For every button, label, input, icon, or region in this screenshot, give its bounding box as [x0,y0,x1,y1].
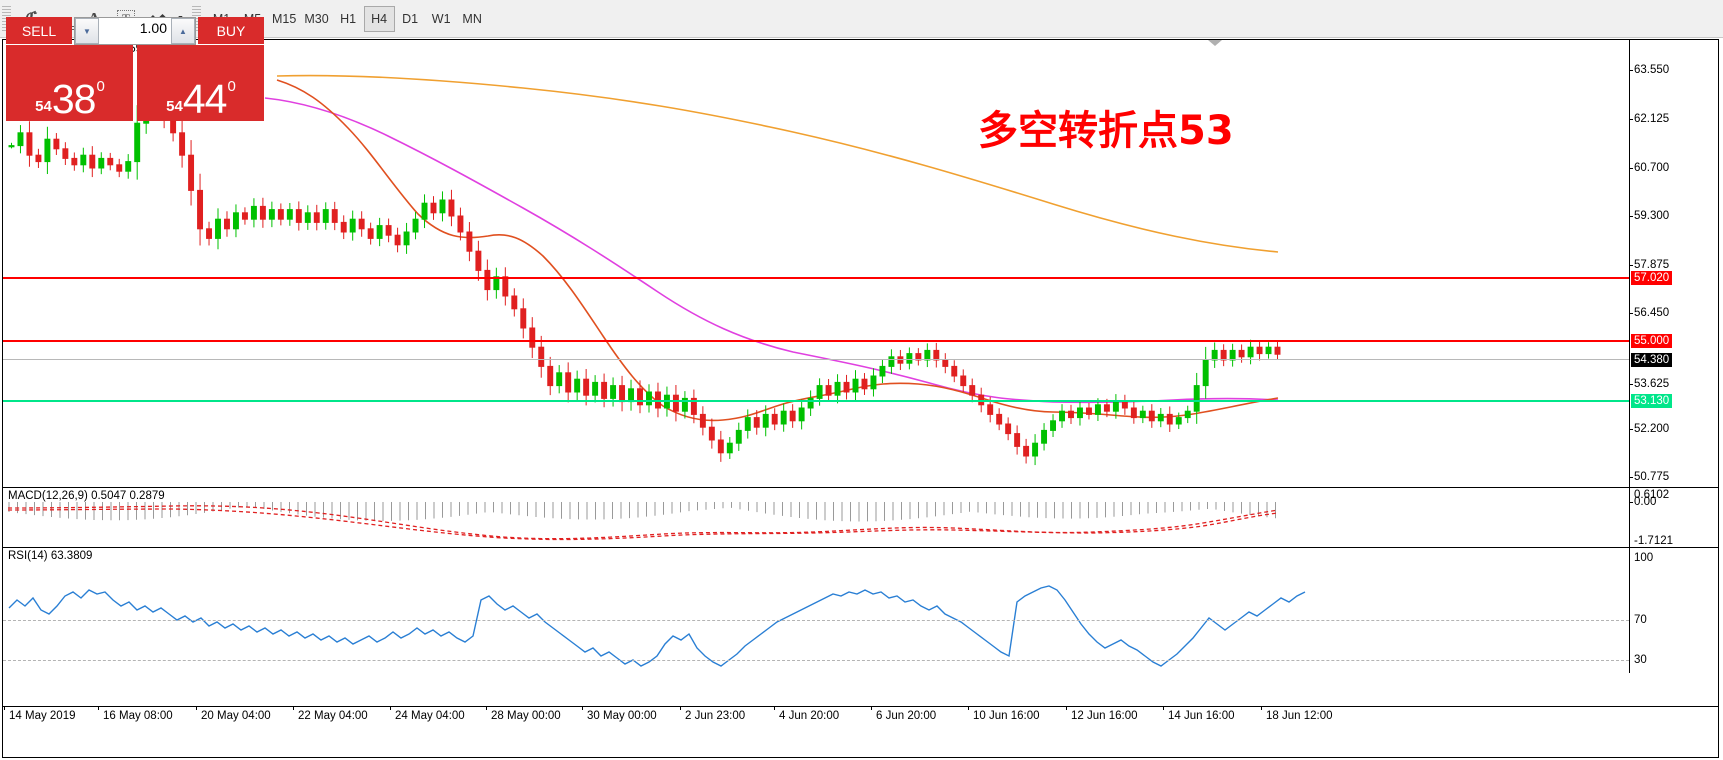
rsi-series-svg [8,585,1306,667]
main-toolbar: ℭE F A T ⬥◆ ▼ M1 M5 M15 M30 H1 H4 D1 W1 … [0,0,1723,38]
rsi-axis[interactable]: 100 70 30 [1629,548,1718,673]
resistance-line-55000[interactable] [3,340,1629,342]
price-tag-55000[interactable]: 55.000 [1631,334,1673,348]
rsi-plot[interactable] [3,548,1629,673]
timeframe-w1[interactable]: W1 [431,11,451,26]
price-tick-59300: 59.300 [1629,210,1670,222]
price-plot[interactable]: 多空转折点53 [3,40,1629,487]
price-tick-53625: 53.625 [1629,378,1670,390]
rsi-tick-70: 70 [1634,614,1647,626]
time-label-3: 22 May 04:00 [293,706,368,722]
buy-price-sup: 0 [227,78,236,95]
macd-series-svg [7,502,1279,541]
time-label-0: 14 May 2019 [4,706,76,722]
price-tag-current: 54.380 [1631,353,1673,367]
timeframe-d1[interactable]: D1 [402,11,419,26]
sell-price-sup: 0 [96,78,105,95]
time-label-7: 2 Jun 23:00 [679,706,746,722]
macd-tick-min: -1.7121 [1634,535,1674,547]
timeframe-m15[interactable]: M15 [272,11,297,26]
rsi-tick-100: 100 [1634,552,1654,564]
price-tick-62125: 62.125 [1629,113,1670,125]
chart-annotation-text[interactable]: 多空转折点53 [978,108,1234,154]
price-tick-56450: 56.450 [1629,307,1670,319]
price-tick-60700: 60.700 [1629,162,1670,174]
macd-tick-max: 0.6102 [1634,489,1670,501]
toolbar-separator [192,5,201,32]
timeframe-h1[interactable]: H1 [340,11,357,26]
rsi-label: RSI(14) 63.3809 [8,550,93,562]
sell-price-main: 38 [51,76,97,123]
resistance-line-57020[interactable] [3,277,1629,279]
macd-axis[interactable]: 0.6102 0.00 -1.7121 [1629,488,1718,547]
macd-pane[interactable]: MACD(12,26,9) 0.5047 0.2879 0.6102 0.00 … [3,488,1718,548]
macd-signal-line [7,508,1279,541]
time-label-10: 10 Jun 16:00 [968,706,1040,722]
price-tick-50775: 50.775 [1629,471,1670,483]
rsi-line [8,585,1306,667]
time-label-6: 30 May 00:00 [582,706,657,722]
candlestick-series [8,90,1281,466]
macd-main-line [7,505,1279,540]
rsi-pane[interactable]: RSI(14) 63.3809 100 70 30 [3,548,1718,673]
sell-price-display[interactable]: 54 38 0 [6,45,133,121]
volume-decrease-icon[interactable]: ▼ [75,18,99,44]
time-axis-line [3,706,1718,707]
rsi-overbought-line [3,620,1629,621]
sell-price-prefix: 54 [35,98,52,115]
price-pane[interactable]: ▲USOil-,H4 54.590 54.590 54.330 54.380 [3,40,1718,488]
time-label-8: 4 Jun 20:00 [773,706,840,722]
rsi-oversold-line [3,660,1629,661]
price-tag-57020[interactable]: 57.020 [1631,271,1673,285]
scroll-position-marker[interactable] [1208,40,1222,46]
ma-orange-line [276,74,1279,253]
current-price-line [3,359,1629,360]
macd-tick-zero: 0.00 [1629,496,1657,508]
macd-label: MACD(12,26,9) 0.5047 0.2879 [8,490,165,502]
volume-stepper[interactable]: ▼ 1.00 ▲ [74,17,196,45]
time-label-2: 20 May 04:00 [196,706,271,722]
one-click-trading-controls: SELL ▼ 1.00 ▲ BUY [6,17,264,45]
timeframe-m30[interactable]: M30 [304,11,329,26]
time-label-1: 16 May 08:00 [98,706,173,722]
time-label-4: 24 May 04:00 [390,706,465,722]
price-tick-52200: 52.200 [1629,423,1670,435]
volume-input[interactable]: 1.00 [99,18,171,44]
chart-frame[interactable]: ▲USOil-,H4 54.590 54.590 54.330 54.380 [2,39,1719,757]
time-label-13: 18 Jun 12:00 [1261,706,1333,722]
one-click-trading-panel[interactable]: SELL ▼ 1.00 ▲ BUY 54 38 0 54 44 0 [6,17,264,121]
timeframe-h4[interactable]: H4 [363,5,395,32]
rsi-tick-30: 30 [1634,654,1647,666]
one-click-prices: 54 38 0 54 44 0 [6,45,264,121]
price-tick-63550: 63.550 [1629,64,1670,76]
time-label-11: 12 Jun 16:00 [1066,706,1138,722]
sell-button[interactable]: SELL [6,17,72,45]
timeframe-mn[interactable]: MN [462,11,482,26]
volume-increase-icon[interactable]: ▲ [171,18,195,44]
buy-price-prefix: 54 [166,98,183,115]
buy-price-main: 44 [182,76,228,123]
time-label-12: 14 Jun 16:00 [1163,706,1235,722]
time-label-5: 28 May 00:00 [486,706,561,722]
price-tick-57875: 57.875 [1629,259,1670,271]
support-line-53130[interactable] [3,400,1629,402]
time-label-9: 6 Jun 20:00 [870,706,937,722]
time-axis[interactable]: 14 May 2019 16 May 08:00 20 May 04:00 22… [2,673,1719,758]
price-tag-53130[interactable]: 53.130 [1631,394,1673,408]
buy-button[interactable]: BUY [198,17,264,45]
price-axis[interactable]: 63.550 62.125 60.700 59.300 57.875 57.02… [1629,40,1718,487]
buy-price-display[interactable]: 54 44 0 [137,45,264,121]
macd-plot[interactable] [3,488,1629,547]
